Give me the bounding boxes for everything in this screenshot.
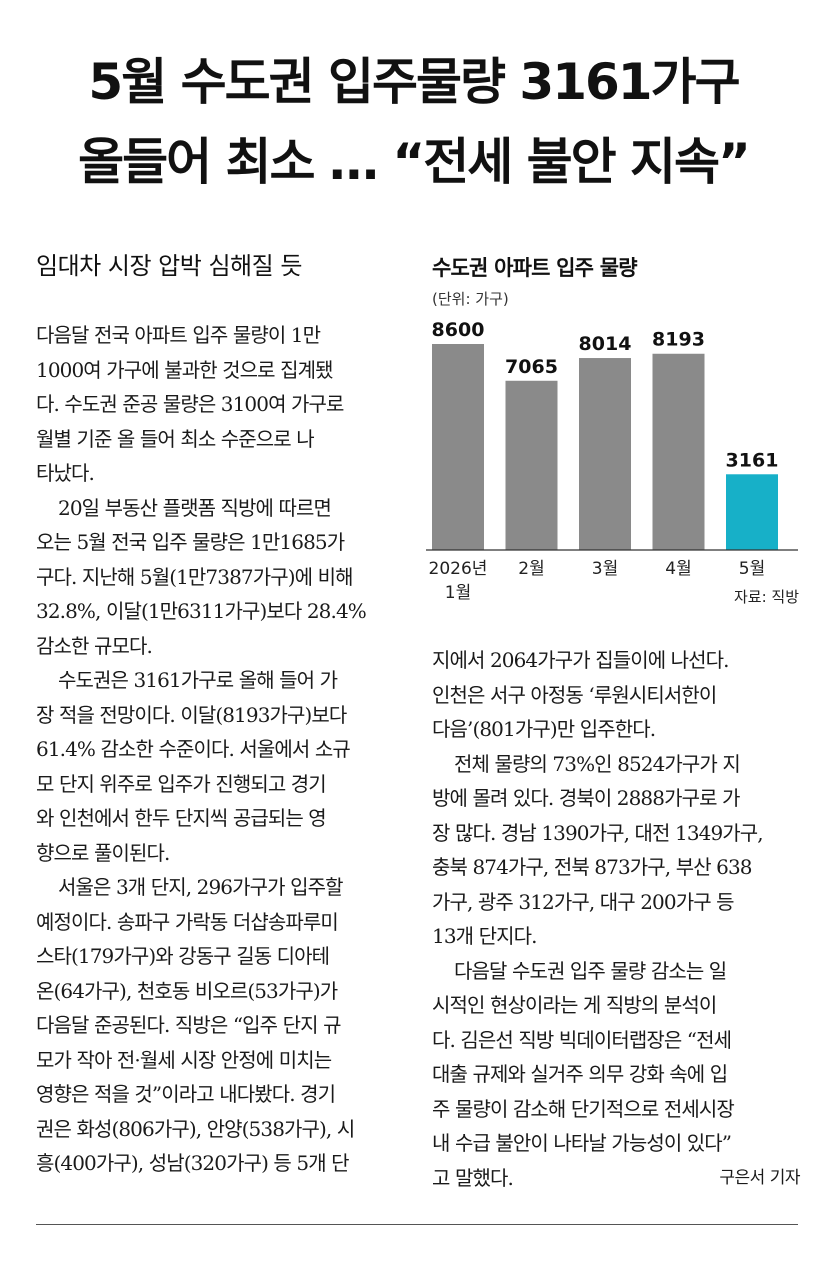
article-line: 스타(179가구)와 강동구 길동 디아테 bbox=[36, 944, 330, 968]
article-line: 다. 수도권 준공 물량은 3100여 가구로 bbox=[36, 392, 344, 416]
article-line: 32.8%, 이달(1만6311가구)보다 28.4% bbox=[36, 599, 367, 623]
article-line: 고 말했다. 구은서 기자 bbox=[432, 1161, 800, 1196]
bar-1 bbox=[432, 344, 484, 550]
article-line: 다음달 전국 아파트 입주 물량이 1만 bbox=[36, 323, 321, 347]
article-paragraph: 지에서 2064가구가 집들이에 나선다. 인천은 서구 아정동 ‘루원시티서한이… bbox=[432, 643, 800, 747]
chart-source: 자료: 직방 bbox=[733, 588, 799, 606]
article-column-left: 다음달 전국 아파트 입주 물량이 1만 1000여 가구에 불과한 것으로 집계… bbox=[36, 318, 406, 1181]
bar-chart: 8600 2026년 1월 7065 2월 8014 3월 8193 4월 3161 5월 bbox=[426, 319, 798, 603]
bar-value-label: 8193 bbox=[652, 329, 705, 351]
headline-line-1: 5월 수도권 입주물량 3161가구 bbox=[88, 53, 740, 111]
article-line: 다음달 수도권 입주 물량 감소는 일 bbox=[454, 958, 727, 983]
article-line: 모 단지 위주로 입주가 진행되고 경기 bbox=[36, 771, 327, 796]
bar-5 bbox=[726, 474, 778, 550]
article-line: 구다. 지난해 5월(1만7387가구)에 비해 bbox=[36, 564, 353, 589]
article-line: 타났다. bbox=[36, 461, 95, 485]
article-line: 1000여 가구에 불과한 것으로 집계됐 bbox=[36, 357, 334, 382]
x-axis-tick-label: 4월 bbox=[665, 559, 691, 579]
article-line: 주 물량이 감소해 단기적으로 전세시장 bbox=[432, 1096, 735, 1121]
bar-value-label: 7065 bbox=[505, 356, 558, 378]
article-line: 권은 화성(806가구), 안양(538가구), 시 bbox=[36, 1116, 355, 1141]
article-line: 장 적을 전망이다. 이달(8193가구)보다 bbox=[36, 702, 347, 727]
article-line: 전체 물량의 73%인 8524가구가 지 bbox=[454, 751, 741, 776]
article-line: 가구, 광주 312가구, 대구 200가구 등 bbox=[432, 889, 735, 914]
article-line: 충북 874가구, 전북 873가구, 부산 638 bbox=[432, 855, 753, 879]
article-line: 와 인천에서 한두 단지씩 공급되는 영 bbox=[36, 806, 327, 830]
x-axis-tick-label: 5월 bbox=[739, 559, 765, 579]
article-line: 모가 작아 전·월세 시장 안정에 미치는 bbox=[36, 1047, 332, 1072]
article-line: 지에서 2064가구가 집들이에 나선다. bbox=[432, 648, 730, 672]
article-line: 방에 몰려 있다. 경북이 2888가구로 가 bbox=[432, 786, 740, 810]
article-line: 영향은 적을 것”이라고 내다봤다. 경기 bbox=[36, 1082, 336, 1106]
article-line: 오는 5월 전국 입주 물량은 1만1685가 bbox=[36, 530, 345, 554]
bar-2 bbox=[505, 380, 558, 550]
article-line: 내 수급 불안이 나타날 가능성이 있다” bbox=[432, 1131, 732, 1155]
bar-value-label: 8600 bbox=[432, 319, 485, 341]
article-column-right: 지에서 2064가구가 집들이에 나선다. 인천은 서구 아정동 ‘루원시티서한이… bbox=[432, 643, 800, 1195]
article-line: 장 많다. 경남 1390가구, 대전 1349가구, bbox=[432, 820, 764, 845]
x-axis-tick-label: 3월 bbox=[592, 559, 618, 579]
article-line: 시적인 현상이라는 게 직방의 분석이 bbox=[432, 993, 717, 1017]
article-paragraph: 다음달 전국 아파트 입주 물량이 1만 1000여 가구에 불과한 것으로 집계… bbox=[36, 318, 406, 491]
footer-divider bbox=[36, 1224, 798, 1225]
article-line: 흥(400가구), 성남(320가구) 등 5개 단 bbox=[36, 1151, 350, 1175]
article-line: 20일 부동산 플랫폼 직방에 따르면 bbox=[58, 495, 332, 520]
x-axis-tick-label: 2월 bbox=[518, 559, 544, 579]
subheadline: 임대차 시장 압박 심해질 듯 bbox=[36, 252, 302, 280]
bar-value-label: 8014 bbox=[579, 333, 632, 355]
article-line: 예정이다. 송파구 가락동 더샵송파루미 bbox=[36, 909, 339, 934]
chart-unit-label: (단위: 가구) bbox=[432, 290, 509, 308]
chart-title: 수도권 아파트 입주 물량 bbox=[432, 256, 638, 280]
article-line: 수도권은 3161가구로 올해 들어 가 bbox=[58, 668, 338, 692]
byline: 구은서 기자 bbox=[719, 1167, 800, 1188]
bar-3 bbox=[579, 358, 631, 550]
article-line: 서울은 3개 단지, 296가구가 입주할 bbox=[58, 875, 343, 899]
x-axis-tick-label: 2026년 bbox=[429, 559, 488, 579]
article-line: 인천은 서구 아정동 ‘루원시티서한이 bbox=[432, 682, 717, 707]
article-line: 다음달 준공된다. 직방은 “입주 단지 규 bbox=[36, 1013, 341, 1037]
article-line: 61.4% 감소한 수준이다. 서울에서 소규 bbox=[36, 737, 351, 761]
article-line: 13개 단지다. bbox=[432, 924, 537, 948]
article-line: 온(64가구), 천호동 비오르(53가구)가 bbox=[36, 978, 338, 1003]
article-line: 다음’(801가구)만 입주한다. bbox=[432, 717, 656, 741]
headline-line-2: 올들어 최소 … “전세 불안 지속” bbox=[78, 133, 751, 191]
article-line: 대출 규제와 실거주 의무 강화 속에 입 bbox=[432, 1062, 728, 1086]
bar-4 bbox=[652, 353, 705, 550]
article-line: 향으로 풀이된다. bbox=[36, 840, 170, 865]
article-line: 월별 기준 올 들어 최소 수준으로 나 bbox=[36, 426, 315, 451]
headline: 5월 수도권 입주물량 3161가구 올들어 최소 … “전세 불안 지속” bbox=[0, 42, 827, 202]
article-line: 감소한 규모다. bbox=[36, 633, 153, 658]
article-line: 다. 김은선 직방 빅데이터랩장은 “전세 bbox=[432, 1027, 732, 1052]
bar-value-label: 3161 bbox=[726, 449, 779, 471]
x-axis-tick-label: 1월 bbox=[445, 583, 471, 603]
